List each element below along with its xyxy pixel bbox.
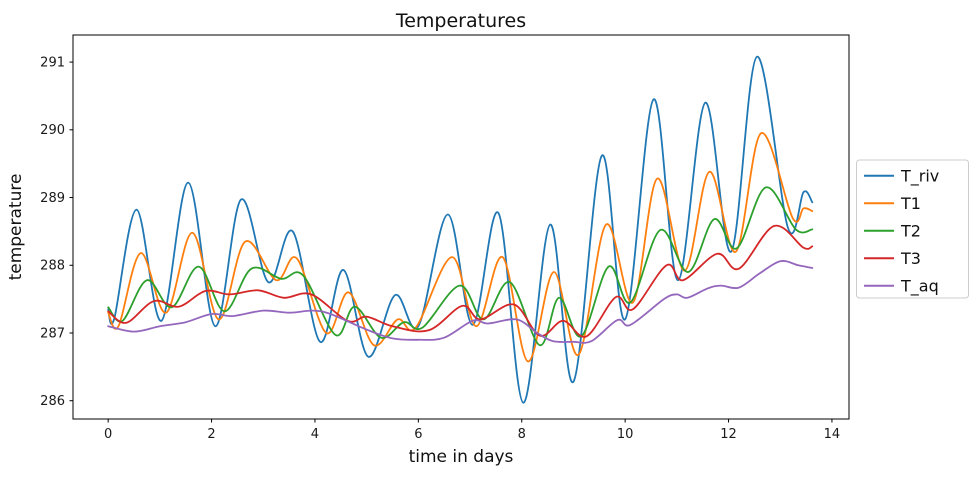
legend-item-T_aq: T_aq	[864, 276, 939, 296]
series-line-T_riv	[107, 55, 814, 404]
legend: T_riv T1 T2 T3 T_aq	[856, 159, 969, 299]
legend-label-T1: T1	[900, 194, 921, 213]
series-line-T3	[107, 224, 814, 338]
legend-label-T2: T2	[900, 221, 921, 240]
legend-item-T3: T3	[864, 249, 921, 268]
series-lines	[107, 55, 814, 404]
chart-title: Temperatures	[395, 10, 526, 32]
legend-label-T_aq: T_aq	[900, 276, 939, 296]
series-line-T2	[107, 186, 814, 347]
y-tick-label-289: 289	[40, 191, 65, 206]
y-axis-label: temperature	[6, 174, 26, 281]
x-tick-label-10: 10	[617, 427, 634, 442]
x-axis-label: time in days	[409, 447, 514, 467]
series-line-T_aq	[107, 260, 814, 344]
legend-label-T3: T3	[900, 249, 921, 268]
y-tick-label-291: 291	[40, 56, 65, 71]
x-axis-ticks: 0 2 4 6 8 10 12 14	[104, 419, 840, 442]
series-line-T1	[107, 132, 814, 363]
y-tick-label-287: 287	[40, 326, 65, 341]
x-tick-label-14: 14	[824, 427, 841, 442]
x-tick-label-8: 8	[518, 427, 526, 442]
legend-item-T2: T2	[864, 221, 921, 240]
legend-box	[856, 159, 969, 299]
x-tick-label-0: 0	[104, 427, 112, 442]
x-tick-label-4: 4	[311, 427, 319, 442]
x-tick-label-2: 2	[207, 427, 215, 442]
y-tick-label-286: 286	[40, 394, 65, 409]
x-tick-label-6: 6	[414, 427, 422, 442]
x-tick-label-12: 12	[720, 427, 737, 442]
y-axis-ticks: 286 287 288 289 290 291	[40, 56, 73, 409]
legend-label-T_riv: T_riv	[900, 166, 939, 186]
legend-item-T1: T1	[864, 194, 921, 213]
y-tick-label-290: 290	[40, 123, 65, 138]
y-tick-label-288: 288	[40, 259, 65, 274]
legend-item-T_riv: T_riv	[864, 166, 939, 186]
plot-frame	[72, 34, 850, 420]
